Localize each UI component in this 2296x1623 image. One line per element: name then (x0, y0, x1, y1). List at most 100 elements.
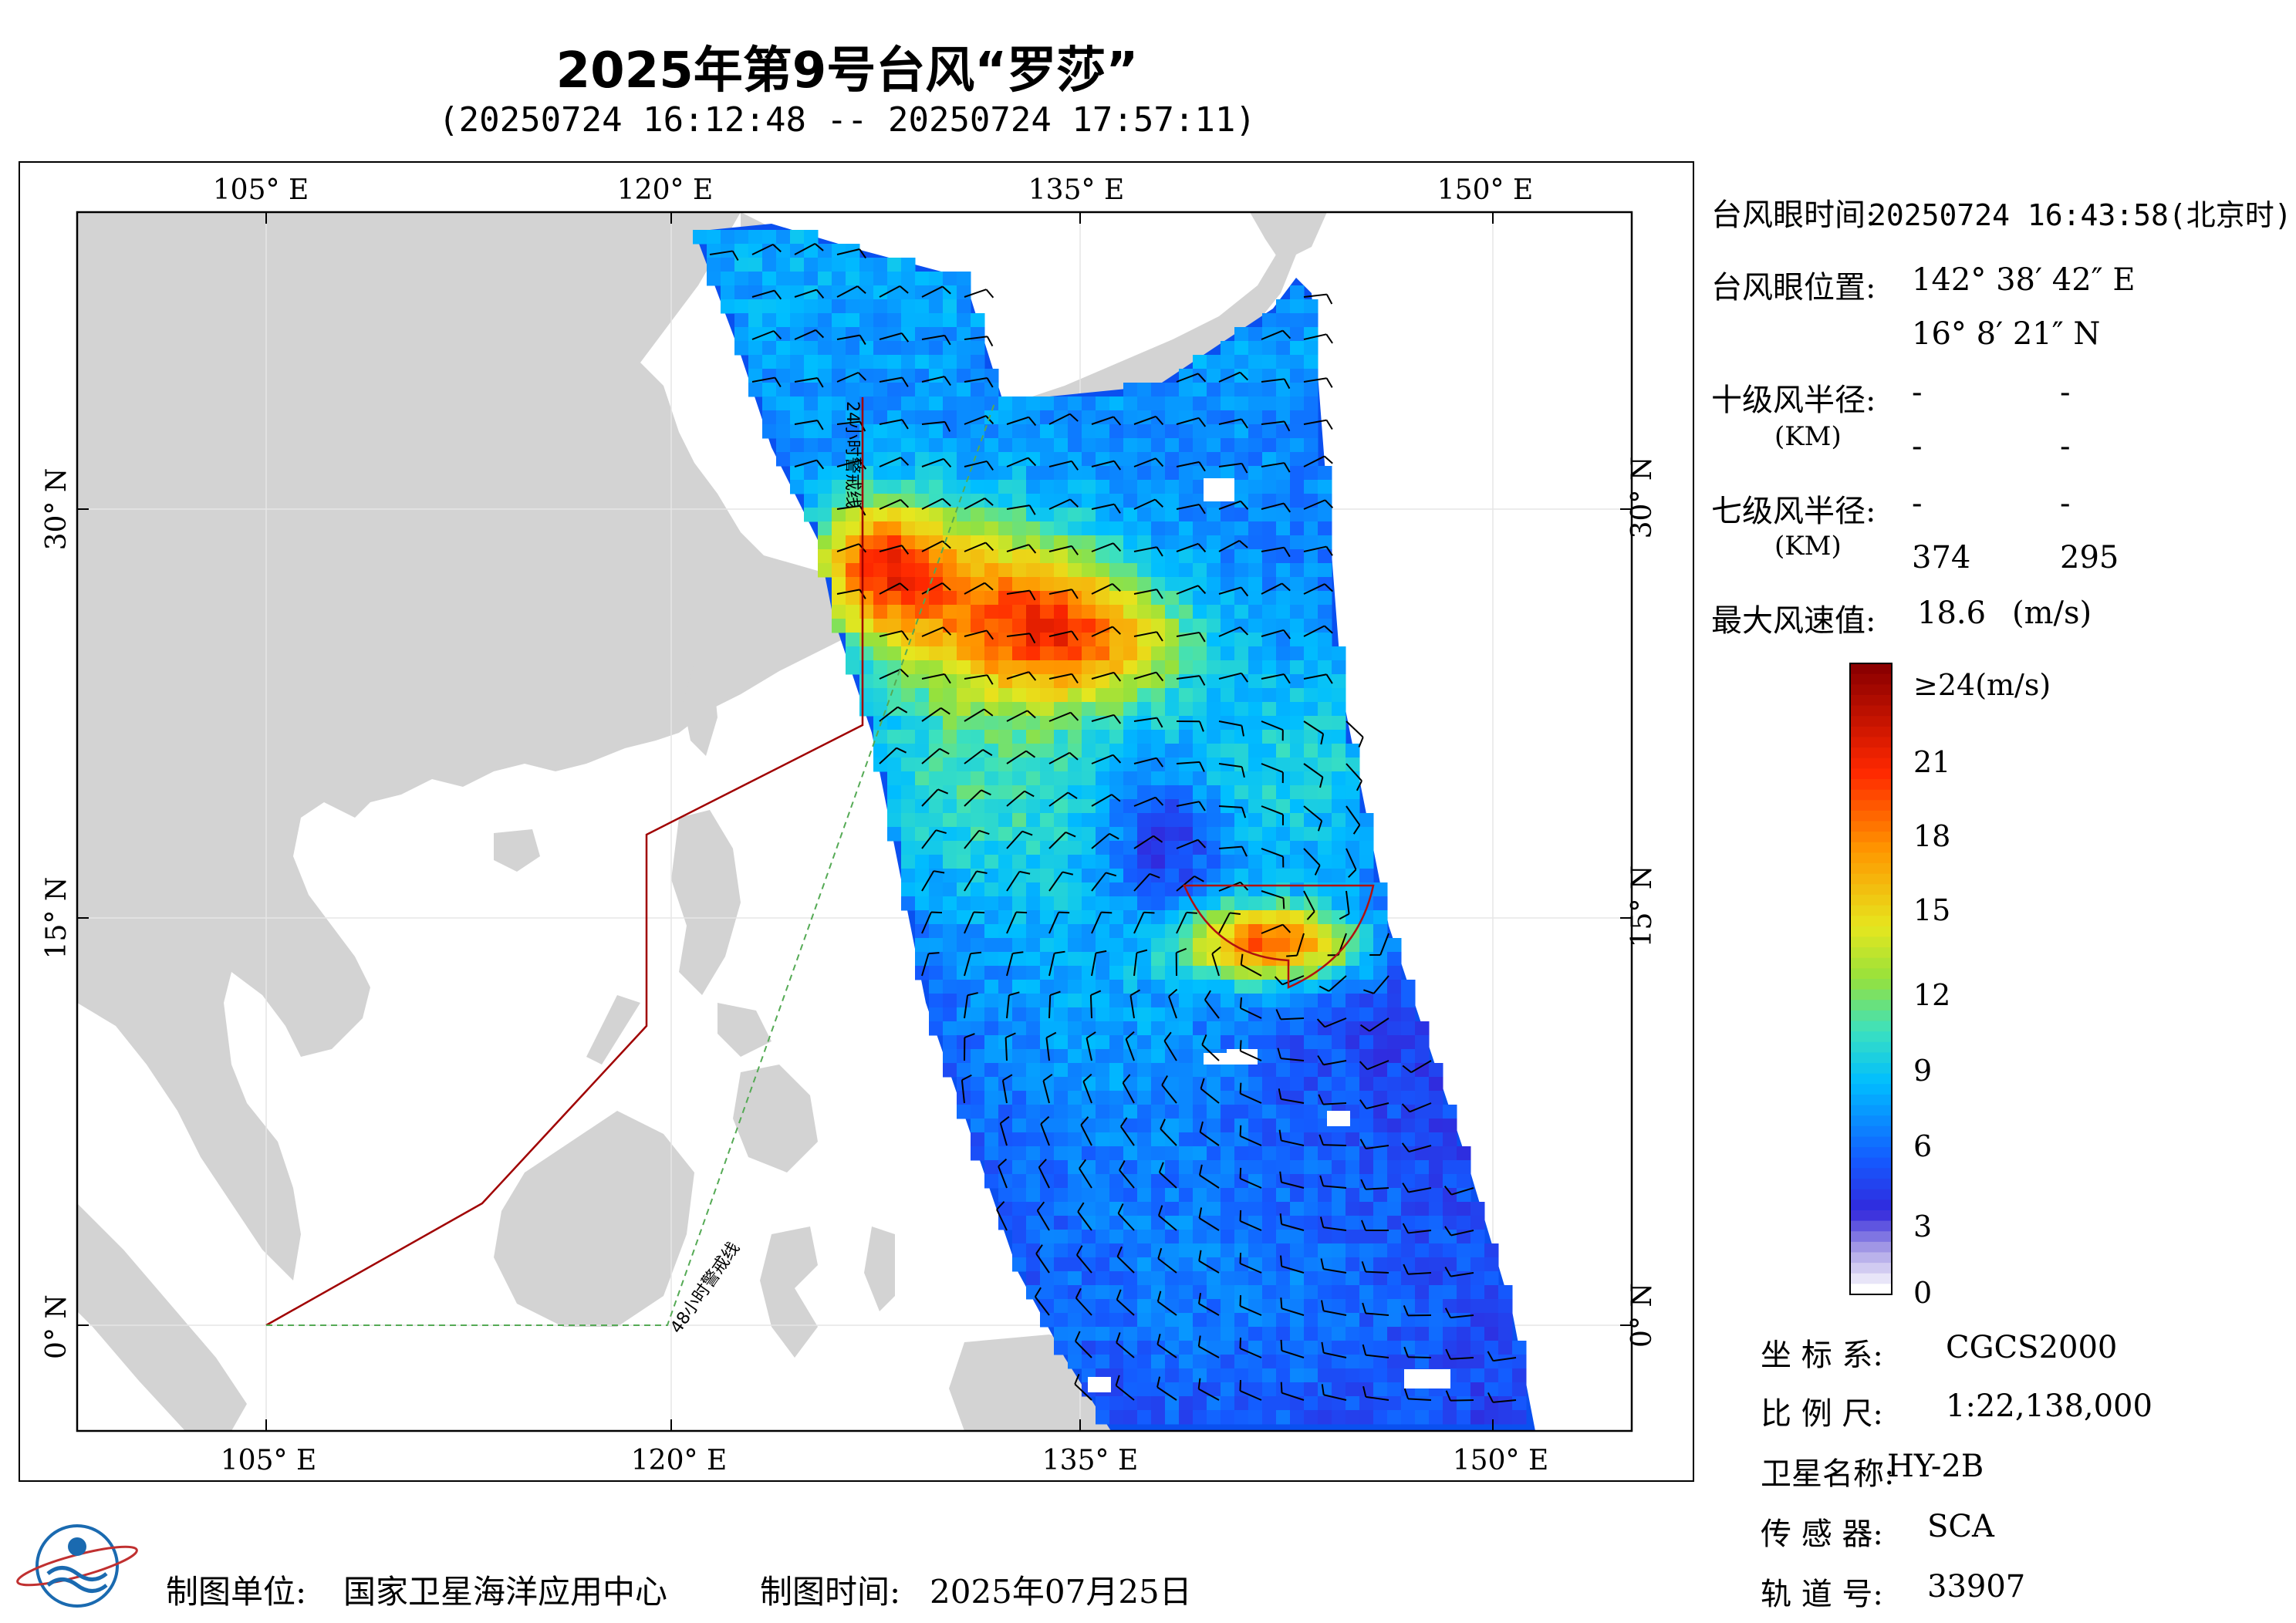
wind-cell (901, 855, 916, 869)
wind-cell (1082, 771, 1096, 786)
wind-cell (1137, 1396, 1152, 1411)
wind-barb-shaft (1176, 761, 1200, 764)
wind-cell (1262, 410, 1277, 425)
wind-cell (1262, 355, 1277, 369)
wind-cell (1151, 938, 1166, 953)
wind-cell (1082, 730, 1096, 744)
wind-cell (1304, 1410, 1319, 1425)
wind-cell (1151, 688, 1166, 703)
wind-cell (1318, 1243, 1332, 1258)
wind-cell (1165, 813, 1180, 828)
wind-cell (1207, 827, 1221, 842)
wind-cell (1290, 619, 1305, 633)
wind-barb-shaft (1133, 757, 1157, 764)
wind-cell (1276, 924, 1291, 939)
wind-cell (929, 1007, 944, 1022)
wind-cell (998, 744, 1013, 758)
wind-cell (929, 841, 944, 855)
wind-cell (1137, 1243, 1152, 1258)
wind-cell (1373, 1285, 1388, 1300)
wind-barb-flag (1325, 545, 1333, 556)
wind-cell (1234, 1410, 1249, 1425)
wind-cell (1012, 494, 1027, 508)
wind-cell (1012, 1091, 1027, 1105)
r7-label: 七级风半径: (1711, 494, 1876, 529)
wind-cell (971, 1077, 985, 1092)
wind-cell (859, 285, 874, 300)
wind-cell (1401, 1091, 1416, 1105)
wind-cell (957, 521, 971, 536)
wind-cell (1304, 355, 1319, 369)
wind-barb-shaft (1133, 796, 1156, 807)
wind-cell (1054, 1341, 1069, 1355)
map-ticks (77, 212, 1632, 1431)
wind-cell (1165, 452, 1180, 467)
wind-cell (943, 771, 957, 786)
wind-cell (1026, 938, 1041, 953)
wind-cell (1151, 702, 1166, 717)
wind-barb-flag (1154, 498, 1164, 508)
wind-barb-flag (1197, 373, 1207, 383)
wind-cell (1054, 994, 1069, 1008)
wind-cell (1248, 410, 1263, 425)
wind-cell (1179, 452, 1194, 467)
wind-cell (873, 285, 888, 300)
wind-barb-flag (1028, 544, 1037, 554)
wind-cell (707, 244, 721, 258)
wind-barb-shaft (1323, 1227, 1347, 1231)
wind-cell (1054, 966, 1069, 980)
wind-barb-shaft (1176, 876, 1195, 892)
wind-cell (1040, 869, 1055, 883)
wind-cell (1290, 771, 1305, 786)
wind-cell (1221, 1299, 1235, 1314)
wind-cell (1276, 758, 1291, 772)
wind-cell (901, 827, 916, 842)
wind-cell (1304, 480, 1319, 494)
wind-cell (887, 327, 902, 342)
wind-cell (734, 272, 749, 286)
r7-unit: (KM) (1774, 531, 1842, 562)
wind-cell (971, 549, 985, 564)
wind-cell (846, 327, 860, 342)
wind-cell (1082, 1160, 1096, 1175)
wind-cell (943, 938, 957, 953)
eye-pos-label: 台风眼位置: (1711, 270, 1876, 305)
orbit-value: 33907 (1927, 1569, 2026, 1604)
wind-cell (1026, 1049, 1041, 1064)
legend-swatch (1850, 810, 1892, 822)
wind-cell (984, 452, 999, 467)
wind-barb-shaft (1036, 1210, 1050, 1231)
wind-barb-flag (1199, 720, 1204, 732)
wind-barb-shaft (921, 376, 945, 383)
wind-cell (929, 758, 944, 772)
wind-barb-shaft (1410, 1060, 1432, 1074)
wind-cell (1179, 841, 1194, 855)
wind-cell (1096, 910, 1110, 925)
legend-swatch (1850, 936, 1892, 949)
wind-barb-shaft (1450, 1187, 1474, 1196)
wind-cell (1012, 1188, 1027, 1203)
wind-cell (1484, 1257, 1499, 1272)
wind-swath (693, 224, 1535, 1431)
wind-barb-shaft (1133, 873, 1150, 892)
wind-cell (818, 258, 832, 272)
wind-cell (1026, 994, 1041, 1008)
wind-cell (984, 410, 999, 425)
wind-cell (1346, 938, 1360, 953)
wind-cell (1401, 1341, 1416, 1355)
wind-cell (1109, 1285, 1124, 1300)
wind-cell (846, 591, 860, 606)
wind-cell (1151, 480, 1166, 494)
wind-cell (1373, 1007, 1388, 1022)
wind-barb-shaft (1241, 963, 1262, 977)
wind-cell (1304, 952, 1319, 967)
wind-cell (1179, 869, 1194, 883)
coord-value: CGCS2000 (1946, 1330, 2118, 1365)
wind-barb-flag (1109, 832, 1119, 840)
wind-cell (1179, 1341, 1194, 1355)
wind-cell (1109, 938, 1124, 953)
wind-cell (1207, 1313, 1221, 1328)
wind-cell (1054, 730, 1069, 744)
wind-cell (734, 313, 749, 328)
wind-cell (1109, 480, 1124, 494)
